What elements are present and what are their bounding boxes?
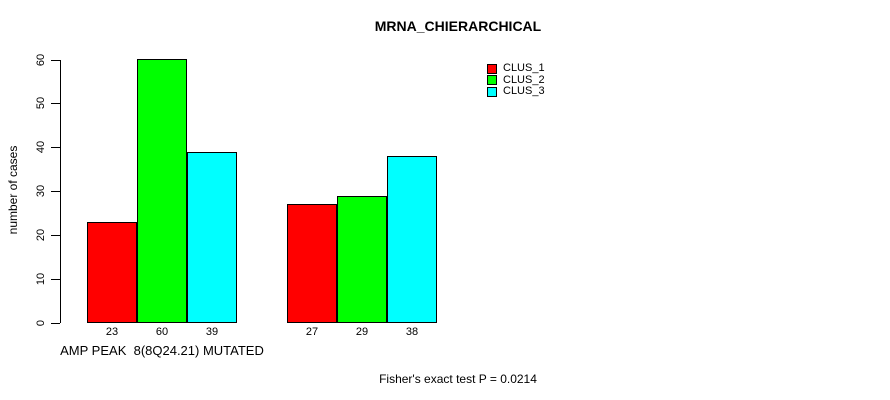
legend-label: CLUS_1	[503, 62, 545, 75]
bar-value-label: 39	[205, 326, 219, 338]
y-tick-label: 20	[35, 228, 47, 242]
y-axis-tick	[51, 323, 60, 324]
legend: CLUS_1 CLUS_2 CLUS_3	[487, 63, 545, 98]
y-tick-label: 10	[35, 272, 47, 286]
y-axis-tick	[51, 60, 60, 61]
legend-item: CLUS_3	[487, 86, 545, 98]
y-axis-tick	[51, 235, 60, 236]
bar-value-label: 29	[355, 326, 369, 338]
bar-value-label: 60	[155, 326, 169, 338]
bar-clus_3-group1	[187, 152, 237, 323]
y-tick-label: 30	[35, 184, 47, 198]
chart-title: MRNA_CHIERARCHICAL	[374, 18, 542, 34]
y-tick-label: 60	[35, 53, 47, 67]
y-axis-tick	[51, 103, 60, 104]
bar-clus_2-group1	[137, 59, 187, 323]
y-axis-line	[60, 60, 61, 323]
fisher-test-note: Fisher's exact test P = 0.0214	[379, 372, 537, 386]
legend-label: CLUS_2	[503, 73, 545, 86]
y-axis-tick	[51, 147, 60, 148]
legend-swatch-clus_1	[487, 63, 497, 74]
y-axis-tick	[51, 191, 60, 192]
bar-clus_1-group2	[287, 204, 337, 323]
bar-clus_3-group2	[387, 156, 437, 323]
bar-clus_1-group1	[87, 222, 137, 323]
legend-item: CLUS_1	[487, 63, 545, 75]
y-tick-label: 50	[35, 96, 47, 110]
x-category-label: AMP PEAK 8(8Q24.21) MUTATED	[60, 343, 264, 358]
y-axis-tick	[51, 279, 60, 280]
legend-swatch-clus_3	[487, 86, 497, 97]
bar-value-label: 27	[305, 326, 319, 338]
y-tick-label: 0	[35, 319, 47, 327]
legend-label: CLUS_3	[503, 85, 545, 98]
y-tick-label: 40	[35, 140, 47, 154]
legend-item: CLUS_2	[487, 73, 545, 87]
bar-value-label: 38	[405, 326, 419, 338]
bar-value-label: 23	[105, 326, 119, 338]
bar-clus_2-group2	[337, 196, 387, 323]
legend-swatch-clus_2	[487, 75, 497, 86]
